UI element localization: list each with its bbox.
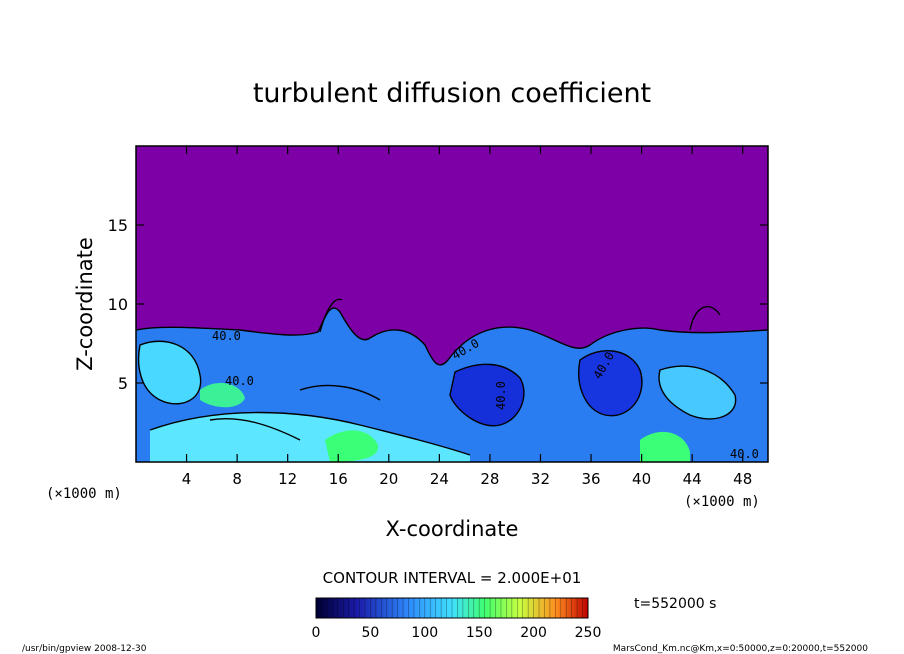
x-unit-left: (×1000 m)	[46, 486, 122, 502]
y-axis: 5 10 15	[108, 216, 768, 393]
deep-blue-core-2	[578, 350, 642, 416]
contour-label: 40.0	[730, 447, 759, 461]
x-tick-label: 4	[182, 470, 192, 488]
colorbar-ticks: 0 50 100 150 200 250	[312, 625, 602, 641]
colorbar-tick-label: 100	[411, 625, 438, 641]
heatmap-field: 40.0 40.0 40.0 40.0 40.0 40.0	[136, 146, 768, 462]
x-axis: 4 8 12 16 20 24 28 32 36 40 44 48	[182, 146, 752, 488]
cyan-swirl-right	[659, 366, 736, 419]
y-axis-label: Z-coordinate	[73, 237, 97, 371]
contour-label: 40.0	[225, 374, 254, 388]
colorbar-tick-label: 0	[312, 625, 321, 641]
cyan-swirl-left	[138, 341, 201, 404]
contour-label: 40.0	[212, 329, 241, 343]
colorbar-tick-label: 200	[520, 625, 547, 641]
green-patch-2	[640, 431, 690, 462]
footer-left: /usr/bin/gpview 2008-12-30	[22, 644, 147, 654]
x-tick-label: 8	[232, 470, 242, 488]
contour-label: 40.0	[494, 381, 508, 410]
x-tick-label: 32	[531, 470, 550, 488]
green-patch-3	[200, 383, 245, 408]
x-axis-label: X-coordinate	[386, 517, 519, 541]
contour-interval: CONTOUR INTERVAL = 2.000E+01	[323, 569, 582, 587]
x-tick-label: 44	[683, 470, 702, 488]
y-tick-label: 10	[108, 295, 128, 314]
time-label: t=552000 s	[634, 596, 716, 612]
y-tick-label: 15	[108, 216, 128, 235]
x-tick-label: 28	[480, 470, 499, 488]
x-unit-right: (×1000 m)	[684, 494, 760, 510]
x-tick-label: 48	[733, 470, 752, 488]
x-tick-label: 20	[379, 470, 398, 488]
colorbar-stripes	[321, 598, 583, 618]
chart-title: turbulent diffusion coefficient	[253, 78, 651, 109]
x-tick-label: 12	[278, 470, 297, 488]
x-tick-label: 16	[329, 470, 348, 488]
colorbar-tick-label: 50	[361, 625, 379, 641]
x-tick-label: 40	[632, 470, 651, 488]
x-tick-label: 24	[430, 470, 449, 488]
footer-right: MarsCond_Km.nc@Km,x=0:50000,z=0:20000,t=…	[613, 644, 868, 654]
x-tick-label: 36	[581, 470, 600, 488]
colorbar-tick-label: 250	[575, 625, 602, 641]
y-tick-label: 5	[118, 374, 128, 393]
contour-lines	[136, 298, 768, 456]
colorbar-tick-label: 150	[466, 625, 493, 641]
deep-blue-core	[450, 364, 524, 426]
colorbar	[315, 597, 589, 619]
cyan-band	[150, 412, 470, 462]
